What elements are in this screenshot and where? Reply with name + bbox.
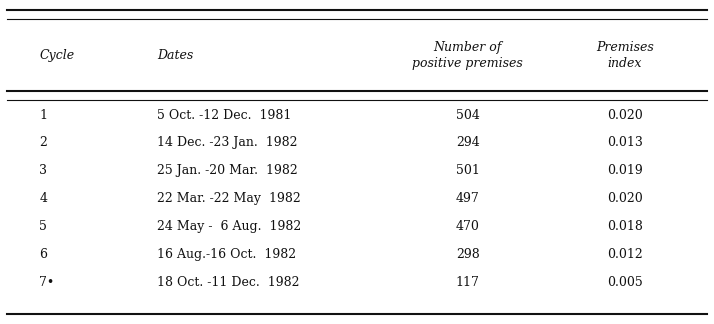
- Text: 7•: 7•: [39, 276, 54, 289]
- Text: 2: 2: [39, 136, 47, 149]
- Text: 0.018: 0.018: [607, 220, 643, 233]
- Text: Cycle: Cycle: [39, 49, 74, 62]
- Text: 0.019: 0.019: [607, 164, 643, 177]
- Text: 22 Mar. -22 May  1982: 22 Mar. -22 May 1982: [157, 192, 301, 205]
- Text: 470: 470: [456, 220, 480, 233]
- Text: 18 Oct. -11 Dec.  1982: 18 Oct. -11 Dec. 1982: [157, 276, 300, 289]
- Text: 294: 294: [456, 136, 480, 149]
- Text: 4: 4: [39, 192, 47, 205]
- Text: 5 Oct. -12 Dec.  1981: 5 Oct. -12 Dec. 1981: [157, 109, 291, 122]
- Text: 0.005: 0.005: [607, 276, 643, 289]
- Text: 6: 6: [39, 248, 47, 261]
- Text: 501: 501: [456, 164, 480, 177]
- Text: 16 Aug.-16 Oct.  1982: 16 Aug.-16 Oct. 1982: [157, 248, 296, 261]
- Text: 117: 117: [456, 276, 480, 289]
- Text: 0.020: 0.020: [607, 192, 643, 205]
- Text: 25 Jan. -20 Mar.  1982: 25 Jan. -20 Mar. 1982: [157, 164, 298, 177]
- Text: 3: 3: [39, 164, 47, 177]
- Text: 14 Dec. -23 Jan.  1982: 14 Dec. -23 Jan. 1982: [157, 136, 298, 149]
- Text: 504: 504: [456, 109, 480, 122]
- Text: 0.013: 0.013: [607, 136, 643, 149]
- Text: 5: 5: [39, 220, 47, 233]
- Text: Dates: Dates: [157, 49, 193, 62]
- Text: Premises
index: Premises index: [596, 40, 653, 70]
- Text: 497: 497: [456, 192, 480, 205]
- Text: 298: 298: [456, 248, 480, 261]
- Text: 24 May -  6 Aug.  1982: 24 May - 6 Aug. 1982: [157, 220, 301, 233]
- Text: 1: 1: [39, 109, 47, 122]
- Text: Number of
positive premises: Number of positive premises: [412, 40, 523, 70]
- Text: 0.012: 0.012: [607, 248, 643, 261]
- Text: 0.020: 0.020: [607, 109, 643, 122]
